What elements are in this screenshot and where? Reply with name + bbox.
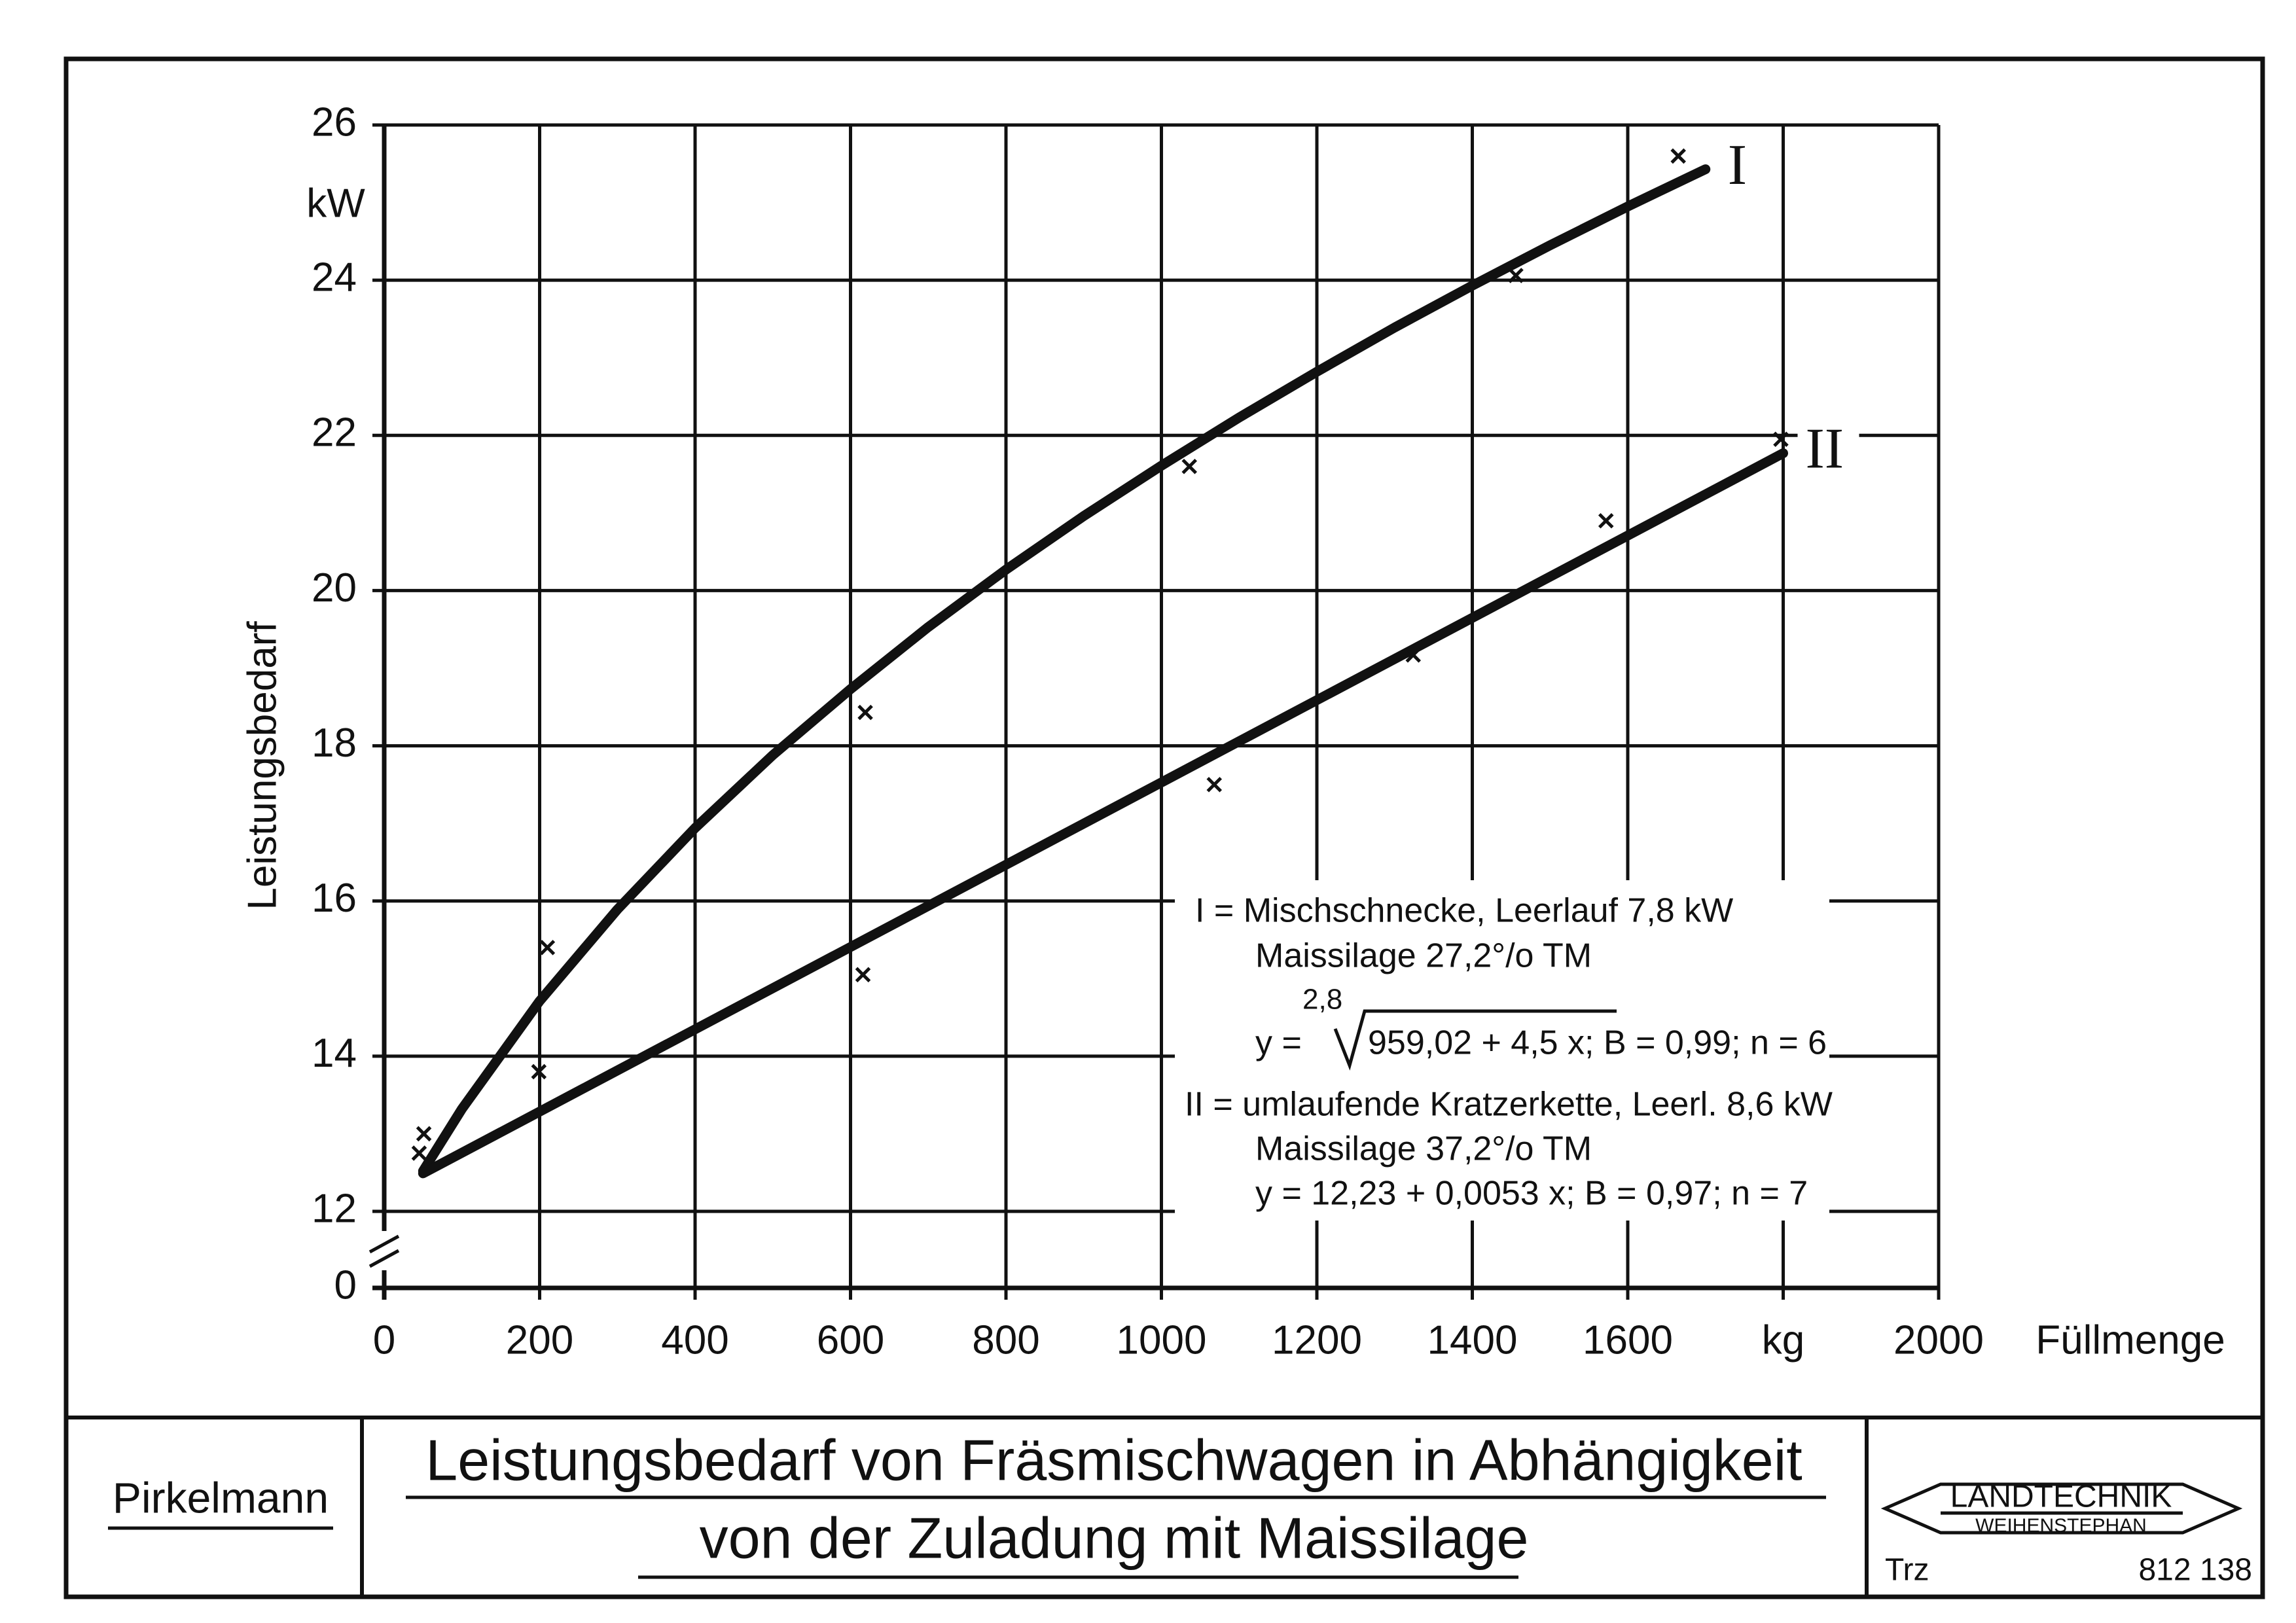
- data-point: [1508, 268, 1524, 283]
- x-tick-label: 600: [817, 1317, 884, 1363]
- y-tick-label: 22: [312, 410, 357, 455]
- y-tick-label: 14: [312, 1031, 357, 1076]
- logo-name: LANDTECHNIK: [1950, 1480, 2172, 1514]
- formula: 959,02 + 4,5 x: [1368, 1024, 1585, 1062]
- y-tick-label: 24: [312, 255, 357, 300]
- footer-title: von der Zuladung mit Maissilage: [700, 1505, 1529, 1570]
- data-point: [1181, 458, 1198, 474]
- y-axis-label: Leistungsbedarf: [240, 621, 285, 910]
- axis-break-mark: [368, 1234, 400, 1268]
- data-point: [855, 967, 871, 983]
- series-label: II: [1806, 418, 1844, 481]
- y-tick-label: 18: [312, 721, 357, 766]
- x-tick-label: 1200: [1272, 1317, 1362, 1363]
- plot: 0 12 14 16 18 20 22 24 26 0 200 400 600 800 1000 1200 14…: [240, 99, 2225, 1363]
- fit-curve: [418, 448, 1788, 1179]
- note: Maissilage 27,2°/o TM: [1255, 937, 1592, 975]
- data-point: [857, 704, 873, 721]
- footer-title: Leistungsbedarf von Fräsmischwagen in Ab…: [425, 1427, 1803, 1492]
- x-tick-label: 800: [972, 1317, 1039, 1363]
- x-tick-label: 2000: [1893, 1317, 1984, 1363]
- data-point: [1670, 148, 1686, 164]
- x-tick-label: 1600: [1583, 1317, 1673, 1363]
- data-point: [411, 1145, 427, 1161]
- note: y = 12,23 + 0,0053 x; B = 0,97; n = 7: [1255, 1175, 1808, 1213]
- author: Pirkelmann: [113, 1473, 329, 1522]
- label-backdrop: [1719, 143, 1761, 189]
- data-point: [1773, 431, 1789, 447]
- data-point: [1206, 777, 1223, 793]
- x-tick-label: 200: [506, 1317, 573, 1363]
- note: Maissilage 37,2°/o TM: [1255, 1130, 1592, 1168]
- x-tick-label: 0: [373, 1317, 395, 1363]
- x-tick-label: 1400: [1427, 1317, 1518, 1363]
- x-tick-label: 400: [661, 1317, 728, 1363]
- data-point: [1405, 647, 1422, 663]
- formula: y =: [1255, 1024, 1302, 1062]
- y-tick-label: 20: [312, 565, 357, 611]
- logo-frame: [1880, 1482, 2243, 1535]
- drawn-by: Trz: [1885, 1553, 1929, 1588]
- series-label: I: [1728, 134, 1747, 197]
- data-point: [416, 1126, 432, 1142]
- y-tick-label: 26: [312, 99, 357, 145]
- note: II = umlaufende Kratzerkette, Leerl. 8,6…: [1185, 1086, 1833, 1124]
- data-point: [531, 1063, 547, 1080]
- annotation-backdrop: [1175, 880, 1829, 1221]
- frame: [63, 56, 2265, 1599]
- fit-curve: [418, 164, 1711, 1176]
- logo-place: WEIHENSTEPHAN: [1975, 1515, 2147, 1537]
- y-unit: kW: [306, 181, 365, 226]
- data-point: [1598, 512, 1614, 529]
- formula-index: 2,8: [1302, 984, 1342, 1016]
- label-backdrop: [1797, 427, 1859, 473]
- note: I = Mischschnecke, Leerlauf 7,8 kW: [1195, 892, 1733, 930]
- radical: [1333, 1009, 1617, 1071]
- formula: ; B = 0,99; n = 6: [1585, 1024, 1827, 1062]
- data-point: [539, 940, 556, 955]
- y-tick-label: 0: [334, 1262, 357, 1308]
- y-tick-label: 16: [312, 876, 357, 921]
- x-tick-label: kg: [1762, 1317, 1804, 1363]
- x-axis-label: Füllmenge: [2036, 1317, 2225, 1363]
- x-tick-label: 1000: [1117, 1317, 1207, 1363]
- drawing-number: 812 138: [2138, 1553, 2252, 1588]
- y-tick-label: 12: [312, 1186, 357, 1231]
